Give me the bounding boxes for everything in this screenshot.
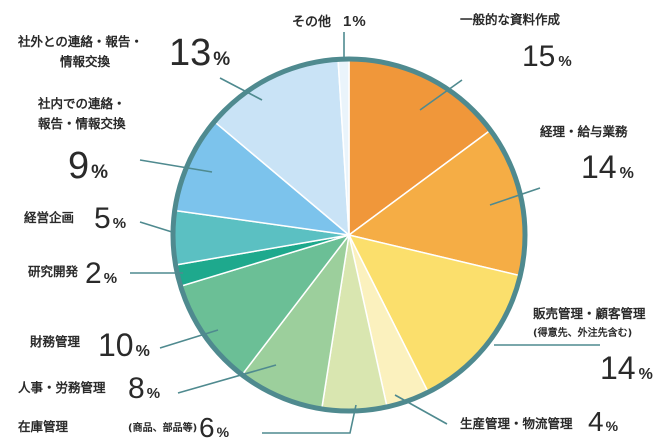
slice-label: 経営企画	[24, 210, 74, 225]
slice-label: 報告・情報交換	[38, 116, 126, 131]
slice-sublabel: (得意先、外注先含む)	[533, 326, 632, 339]
pie-outline	[170, 56, 528, 414]
leader-line	[419, 79, 463, 111]
slice-label: 情報交換	[60, 54, 111, 69]
slice-label: 一般的な資料作成	[460, 12, 561, 27]
leader-line	[489, 187, 541, 206]
slice-value-label: 9%	[68, 145, 108, 187]
slice-label: 社外との連絡・報告・	[17, 34, 143, 49]
slice-value-label: 14%	[600, 350, 653, 386]
slice-sublabel: (商品、部品等)	[128, 421, 197, 434]
slice-value-label: 1%	[343, 13, 366, 30]
slice-label: その他	[292, 14, 331, 30]
slice-value-label: 10%	[98, 327, 150, 363]
slice-value-label: 5%	[94, 202, 126, 235]
leader-line	[262, 404, 357, 434]
slice-value-label: 6%	[199, 412, 230, 441]
slice-label: 人事・労務管理	[18, 380, 106, 395]
slice-value-label: 2%	[85, 257, 117, 290]
slice-label: 在庫管理	[18, 419, 69, 434]
leader-line	[139, 159, 213, 173]
leader-line	[159, 329, 219, 349]
slice-value-label: 15%	[522, 40, 572, 73]
labels-layer: 一般的な資料作成 15 % 経理・給与業務 14 % 販売管理・顧客管理 (得意先、外注先含む…	[17, 12, 653, 441]
slice-label: 研究開発	[28, 264, 79, 279]
slice-value-label: 4%	[588, 406, 619, 437]
leader-line	[177, 364, 277, 394]
slice-value-label: 14%	[581, 149, 634, 185]
slice-value-label: 13%	[169, 32, 230, 74]
slice-label: 販売管理・顧客管理	[533, 306, 646, 321]
leader-line	[394, 394, 448, 425]
slice-label: 生産管理・物流管理	[460, 416, 573, 431]
leader-line	[139, 221, 173, 233]
slice-label: 社内での連絡・	[37, 96, 126, 111]
leader-line	[219, 77, 263, 101]
slice-label: 財務管理	[29, 334, 81, 349]
slice-label: 経理・給与業務	[540, 124, 628, 139]
leader-lines-layer	[130, 32, 600, 434]
slice-value-label: 8%	[128, 372, 160, 405]
